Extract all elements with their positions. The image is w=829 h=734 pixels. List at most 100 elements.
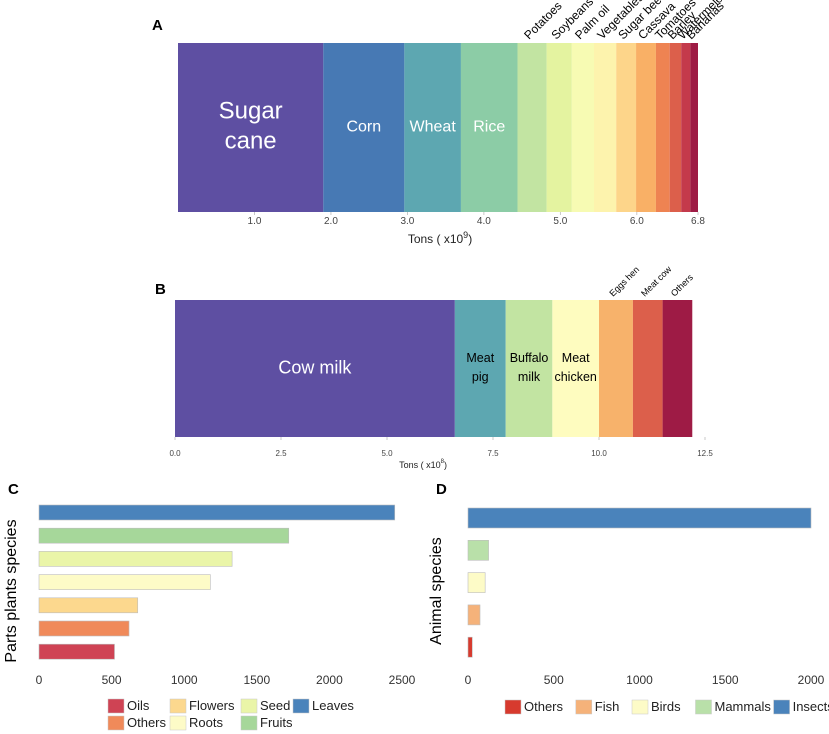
legend-swatch-roots [169, 715, 187, 731]
x-tick-label: 2000 [316, 673, 343, 687]
y-axis-label: Animal species [428, 537, 445, 645]
bar-fruits [38, 527, 290, 544]
bar-insects [467, 507, 812, 529]
legend-label-seed: Seed [260, 698, 290, 713]
x-tick-label: 1000 [171, 673, 198, 687]
segment-label: Meat pig [466, 351, 494, 384]
segment-label: Cow milk [278, 357, 352, 377]
panel-d-chart: 0 500 1000 1500 2000 Animal species Others Fish… [428, 507, 829, 715]
segment-label: Sugar cane [219, 98, 283, 155]
segment-label: Others [669, 272, 696, 299]
segment-watermelon [681, 43, 691, 212]
legend-label-roots: Roots [189, 715, 223, 730]
x-tick-label: 2.5 [275, 449, 287, 458]
segment-vegetables [594, 43, 617, 212]
bar-oils [38, 643, 115, 660]
legend-swatch-mammals [695, 699, 712, 715]
x-tick-label: 6.8 [691, 216, 705, 227]
legend-swatch-seed [240, 698, 258, 714]
legend-swatch-others [504, 699, 522, 715]
bar-fish [467, 604, 481, 626]
panel-d-letter: D [436, 481, 447, 498]
segment-sugar-cane [178, 43, 324, 212]
segment-wheat [404, 43, 461, 212]
segment-sugar-beet [616, 43, 637, 212]
segment-label: Rice [473, 119, 505, 136]
legend-label-others: Others [524, 699, 564, 714]
x-axis-label: Tons ( x108) [399, 459, 447, 470]
segment-buffalo-milk [505, 300, 553, 437]
segment-label: Meat chicken [554, 351, 596, 384]
x-tick-label: 0.0 [169, 449, 181, 458]
segment-label: Buffalo milk [510, 351, 549, 384]
legend-swatch-fruits [240, 715, 258, 731]
segment-others [662, 300, 693, 437]
legend-swatch-fish [575, 699, 593, 715]
bar-roots [38, 574, 211, 590]
legend-label-leaves: Leaves [312, 698, 354, 713]
x-axis-label: Tons ( x109) [408, 230, 472, 246]
segment-meat-pig [454, 300, 506, 437]
x-tick-label: 12.5 [697, 449, 713, 458]
legend-label-birds: Birds [651, 699, 681, 714]
x-tick-label: 2000 [798, 673, 825, 687]
x-tick-label: 500 [544, 673, 564, 687]
legend-swatch-insects [773, 699, 790, 715]
legend-label-fish: Fish [595, 699, 620, 714]
panel-b-letter: B [155, 281, 166, 298]
x-tick-label: 6.0 [630, 216, 644, 227]
bar-others [38, 620, 130, 637]
segment-cow-milk [175, 300, 455, 437]
segment-palm-oil [571, 43, 594, 212]
legend-label-fruits: Fruits [260, 715, 293, 730]
x-tick-label: 3.0 [400, 216, 414, 227]
bar-birds [467, 572, 486, 593]
legend-label-flowers: Flowers [189, 698, 235, 713]
legend-swatch-leaves [292, 698, 310, 714]
x-tick-label: 2.0 [324, 216, 338, 227]
legend-swatch-others [107, 715, 125, 731]
bar-flowers [38, 597, 139, 614]
x-tick-label: 1500 [712, 673, 739, 687]
segment-rice [460, 43, 518, 212]
segment-meat-cow [632, 300, 663, 437]
panel-a-letter: A [152, 17, 163, 34]
segment-tomatoes [655, 43, 670, 212]
legend-swatch-birds [631, 699, 649, 715]
x-tick-label: 0 [465, 673, 472, 687]
segment-soybeans [546, 43, 572, 212]
panel-c-chart: 0 500 1000 1500 2000 2500 Parts plants species… [3, 504, 416, 731]
segment-potatoes [517, 43, 547, 212]
legend-label-others: Others [127, 715, 167, 730]
bar-others [467, 636, 473, 658]
bar-leaves [38, 504, 396, 521]
legend-swatch-flowers [169, 698, 187, 714]
x-tick-label: 0 [36, 673, 43, 687]
segment-eggs-hen [599, 300, 633, 437]
x-tick-label: 10.0 [591, 449, 607, 458]
bar-seed [38, 551, 233, 567]
y-axis-label: Parts plants species [3, 519, 20, 662]
x-tick-label: 5.0 [553, 216, 567, 227]
x-tick-label: 1000 [626, 673, 653, 687]
segment-label: Wheat [410, 119, 457, 136]
segment-label: Eggs hen [607, 264, 641, 298]
x-tick-label: 500 [102, 673, 122, 687]
x-tick-label: 4.0 [477, 216, 491, 227]
x-tick-label: 7.5 [487, 449, 499, 458]
segment-corn [323, 43, 405, 212]
segment-bananas [690, 43, 698, 212]
legend-label-insects: Insects [793, 699, 829, 714]
bar-mammals [467, 539, 489, 561]
legend-swatch-oils [107, 698, 125, 714]
legend-label-mammals: Mammals [715, 699, 772, 714]
segment-cassava [636, 43, 656, 212]
segment-meat-chicken [552, 300, 599, 437]
segment-barley [669, 43, 682, 212]
panel-c-letter: C [8, 481, 19, 498]
legend-label-oils: Oils [127, 698, 150, 713]
x-tick-label: 1500 [243, 673, 270, 687]
